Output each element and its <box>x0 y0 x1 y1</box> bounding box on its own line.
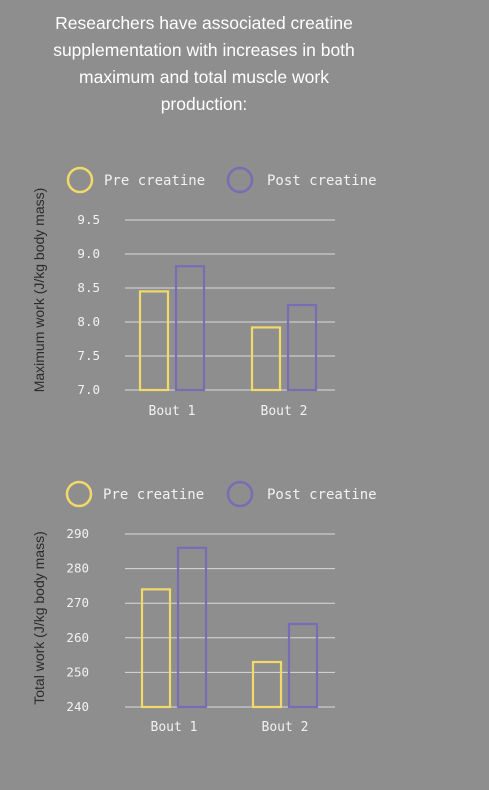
y-tick-label: 290 <box>66 526 89 541</box>
legend-pre-label: Pre creatine <box>104 173 205 189</box>
bar-pre-1 <box>140 588 172 709</box>
maximum-work-chart: Maximum work (J/kg body mass) Pre creati… <box>31 166 377 419</box>
bars <box>138 265 318 392</box>
y-ticks: 290 280 270 260 250 240 <box>66 526 89 714</box>
headline-line: maximum and total muscle work <box>79 67 329 87</box>
legend-post-label: Post creatine <box>267 487 377 503</box>
y-tick-label: 260 <box>66 630 89 645</box>
x-category-label: Bout 2 <box>262 720 309 735</box>
bar-post-2 <box>287 622 319 709</box>
y-tick-label: 270 <box>66 595 89 610</box>
total-work-chart: Total work (J/kg body mass) Pre creatine… <box>31 480 377 735</box>
y-tick-label: 240 <box>66 699 89 714</box>
x-category-label: Bout 1 <box>149 404 196 419</box>
y-tick-label: 250 <box>66 664 89 679</box>
x-category-label: Bout 1 <box>151 720 198 735</box>
legend-post-marker <box>226 166 254 194</box>
y-tick-label: 7.0 <box>77 382 100 397</box>
bar-pre-1 <box>138 290 170 392</box>
x-category-label: Bout 2 <box>261 404 308 419</box>
y-axis-label: Maximum work (J/kg body mass) <box>31 188 47 393</box>
y-tick-label: 8.5 <box>77 280 100 295</box>
legend-post-marker <box>226 480 254 508</box>
legend-pre-marker <box>66 166 94 194</box>
y-axis-label: Total work (J/kg body mass) <box>31 531 47 705</box>
bar-post-1 <box>174 265 206 392</box>
y-tick-label: 9.5 <box>77 212 100 227</box>
y-tick-label: 280 <box>66 561 89 576</box>
legend-pre-marker <box>65 480 93 508</box>
x-categories: Bout 1 Bout 2 <box>149 404 308 419</box>
bar-post-2 <box>286 303 318 392</box>
legend-pre-label: Pre creatine <box>103 487 204 503</box>
headline-line: Researchers have associated creatine <box>55 13 353 33</box>
bar-pre-2 <box>250 326 282 392</box>
y-tick-label: 9.0 <box>77 246 100 261</box>
bar-pre-2 <box>251 660 283 709</box>
y-tick-label: 7.5 <box>77 348 100 363</box>
x-categories: Bout 1 Bout 2 <box>151 720 309 735</box>
bar-post-1 <box>176 546 208 709</box>
headline: Researchers have associated creatine sup… <box>14 10 394 118</box>
headline-line: supplementation with increases in both <box>53 40 355 60</box>
y-tick-label: 8.0 <box>77 314 100 329</box>
y-ticks: 9.5 9.0 8.5 8.0 7.5 7.0 <box>77 212 100 397</box>
gridlines <box>125 533 335 708</box>
legend-post-label: Post creatine <box>267 173 377 189</box>
headline-line: production: <box>160 94 248 114</box>
bars <box>140 546 319 709</box>
